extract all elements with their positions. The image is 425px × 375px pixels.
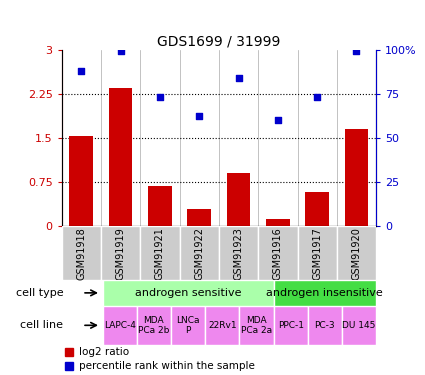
Text: GSM91923: GSM91923 — [233, 227, 244, 280]
Bar — [266, 219, 289, 226]
Text: cell line: cell line — [20, 320, 63, 330]
Bar — [337, 226, 376, 280]
Text: cell type: cell type — [16, 288, 63, 298]
Bar — [258, 226, 297, 280]
Point — [156, 94, 163, 100]
Text: PC-3: PC-3 — [314, 321, 335, 330]
Title: GDS1699 / 31999: GDS1699 / 31999 — [157, 34, 280, 48]
Text: DU 145: DU 145 — [343, 321, 376, 330]
Text: MDA
PCa 2b: MDA PCa 2b — [138, 316, 170, 335]
Bar — [109, 88, 132, 226]
Bar — [219, 226, 258, 280]
Bar — [62, 226, 101, 280]
Bar — [65, 362, 73, 370]
Bar — [69, 136, 93, 226]
Bar — [342, 306, 376, 345]
Point — [196, 114, 203, 120]
Text: GSM91920: GSM91920 — [351, 227, 362, 280]
Bar — [187, 209, 211, 226]
Bar — [274, 306, 308, 345]
Text: GSM91916: GSM91916 — [273, 227, 283, 280]
Text: androgen insensitive: androgen insensitive — [266, 288, 383, 298]
Bar — [103, 280, 274, 306]
Text: PPC-1: PPC-1 — [278, 321, 304, 330]
Bar — [239, 306, 274, 345]
Point — [275, 117, 281, 123]
Text: GSM91921: GSM91921 — [155, 227, 165, 280]
Bar — [305, 192, 329, 226]
Bar — [103, 306, 137, 345]
Text: LNCa
P: LNCa P — [176, 316, 200, 335]
Point — [235, 75, 242, 81]
Bar — [171, 306, 205, 345]
Bar — [298, 226, 337, 280]
Point — [314, 94, 320, 100]
Bar — [137, 306, 171, 345]
Text: percentile rank within the sample: percentile rank within the sample — [79, 362, 255, 371]
Text: log2 ratio: log2 ratio — [79, 347, 129, 357]
Bar — [308, 306, 342, 345]
Bar — [345, 129, 368, 226]
Text: GSM91917: GSM91917 — [312, 227, 322, 280]
Text: GSM91922: GSM91922 — [194, 227, 204, 280]
Bar — [274, 280, 376, 306]
Text: GSM91919: GSM91919 — [116, 227, 126, 280]
Bar — [148, 186, 172, 226]
Point — [353, 48, 360, 54]
Text: GSM91918: GSM91918 — [76, 227, 86, 280]
Text: 22Rv1: 22Rv1 — [208, 321, 237, 330]
Bar — [227, 173, 250, 226]
Bar — [101, 226, 140, 280]
Text: androgen sensitive: androgen sensitive — [135, 288, 241, 298]
Bar — [65, 348, 73, 355]
Point — [117, 48, 124, 54]
Bar — [179, 226, 219, 280]
Bar — [140, 226, 179, 280]
Bar — [205, 306, 239, 345]
Text: LAPC-4: LAPC-4 — [104, 321, 136, 330]
Text: MDA
PCa 2a: MDA PCa 2a — [241, 316, 272, 335]
Point — [78, 68, 85, 74]
